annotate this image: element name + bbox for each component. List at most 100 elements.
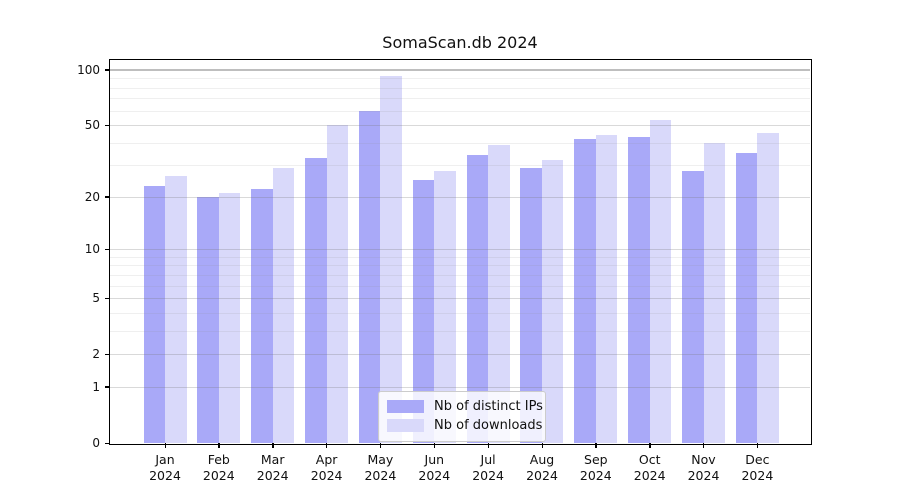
- bar-jan-downloads: [165, 176, 187, 443]
- x-tick-label-dec: Dec 2024: [727, 452, 787, 484]
- bar-mar-downloads: [272, 167, 295, 443]
- month-label: Jun: [424, 452, 445, 467]
- month-label: May: [367, 452, 394, 467]
- year-label: 2024: [418, 468, 451, 483]
- year-label: 2024: [526, 468, 558, 483]
- y-tick-label-1: 1: [92, 379, 100, 394]
- x-tick-label-jul: Jul 2024: [458, 452, 518, 484]
- y-tick-5: [105, 297, 110, 299]
- minor-gridline-6: [110, 285, 810, 287]
- y-tick-20: [105, 196, 110, 198]
- bar-oct-distinct-ips: [628, 136, 650, 443]
- y-tick-1: [105, 386, 110, 388]
- y-tick-2: [105, 353, 110, 356]
- x-tick-sep: [595, 443, 597, 448]
- major-gridline-1: [110, 386, 810, 388]
- legend-swatch-distinct-ips: [387, 400, 424, 413]
- x-tick-feb: [218, 443, 220, 448]
- x-tick-label-apr: Apr 2024: [297, 452, 357, 484]
- y-tick-label-0: 0: [92, 436, 100, 450]
- legend-item-downloads: Nb of downloads: [387, 416, 542, 435]
- year-label: 2024: [741, 468, 774, 483]
- bar-jun-downloads: [434, 170, 456, 443]
- x-tick-aug: [541, 443, 543, 448]
- legend-label-downloads: Nb of downloads: [434, 418, 543, 433]
- bar-may-distinct-ips: [358, 110, 381, 443]
- month-label: Jan: [155, 452, 175, 467]
- y-tick-100: [105, 69, 110, 71]
- month-label: Dec: [745, 452, 770, 467]
- x-tick-label-jun: Jun 2024: [404, 452, 464, 484]
- x-tick-label-aug: Aug 2024: [512, 452, 572, 484]
- bar-mar-distinct-ips: [251, 189, 273, 443]
- bar-feb-distinct-ips: [197, 196, 219, 443]
- y-tick-50: [105, 124, 110, 126]
- month-label: Apr: [315, 452, 338, 467]
- bar-sep-downloads: [595, 135, 618, 443]
- x-tick-label-sep: Sep 2024: [566, 452, 626, 484]
- year-label: 2024: [149, 468, 181, 483]
- bar-nov-downloads: [703, 142, 725, 443]
- year-label: 2024: [202, 468, 235, 483]
- x-tick-may: [379, 443, 382, 448]
- bar-aug-distinct-ips: [520, 167, 542, 443]
- month-label: Mar: [260, 452, 285, 467]
- minor-gridline-80: [110, 87, 810, 89]
- x-tick-nov: [703, 443, 705, 448]
- major-gridline-100: [110, 68, 810, 71]
- bar-jul-downloads: [488, 144, 510, 443]
- x-tick-label-feb: Feb 2024: [189, 452, 249, 484]
- bar-nov-distinct-ips: [682, 170, 704, 443]
- x-tick-label-mar: Mar 2024: [243, 452, 303, 484]
- y-tick-0: [105, 442, 110, 444]
- bar-oct-downloads: [649, 120, 672, 443]
- x-tick-label-may: May 2024: [350, 452, 410, 484]
- year-label: 2024: [579, 468, 612, 483]
- minor-gridline-3: [110, 330, 810, 332]
- month-label: Aug: [529, 452, 555, 467]
- bar-jan-distinct-ips: [143, 186, 165, 443]
- major-gridline-10: [110, 249, 810, 251]
- x-tick-apr: [326, 443, 328, 448]
- year-label: 2024: [472, 468, 504, 483]
- year-label: 2024: [633, 468, 666, 483]
- x-tick-label-nov: Nov 2024: [674, 452, 734, 484]
- year-label: 2024: [687, 468, 720, 483]
- month-label: Nov: [691, 452, 716, 467]
- year-label: 2024: [364, 468, 397, 483]
- major-gridline-20: [110, 196, 810, 198]
- chart-title: SomaScan.db 2024: [382, 33, 538, 52]
- minor-gridline-70: [110, 98, 810, 100]
- minor-gridline-9: [110, 256, 810, 258]
- y-tick-label-50: 50: [84, 118, 100, 132]
- year-label: 2024: [310, 468, 343, 483]
- major-gridline-5: [110, 298, 810, 300]
- bar-sep-distinct-ips: [574, 138, 596, 443]
- bar-apr-distinct-ips: [305, 157, 327, 443]
- bar-apr-downloads: [326, 125, 349, 443]
- x-tick-jun: [433, 443, 436, 448]
- x-tick-dec: [756, 443, 759, 448]
- x-tick-oct: [649, 443, 651, 448]
- minor-gridline-30: [110, 165, 810, 167]
- bar-feb-downloads: [218, 193, 241, 443]
- minor-gridline-8: [110, 265, 810, 267]
- x-tick-mar: [272, 443, 274, 448]
- legend-item-distinct-ips: Nb of distinct IPs: [387, 397, 543, 416]
- minor-gridline-4: [110, 312, 810, 314]
- x-tick-jan: [164, 443, 166, 448]
- y-tick-label-5: 5: [92, 291, 100, 306]
- major-gridline-2: [110, 354, 810, 356]
- x-tick-label-oct: Oct 2024: [620, 452, 680, 484]
- minor-gridline-7: [110, 274, 810, 276]
- bar-aug-downloads: [541, 160, 564, 443]
- minor-gridline-90: [110, 78, 810, 80]
- legend: Nb of distinct IPs Nb of downloads: [378, 391, 546, 442]
- month-label: Sep: [584, 452, 608, 467]
- year-label: 2024: [256, 468, 289, 483]
- minor-gridline-40: [110, 142, 810, 144]
- bar-may-downloads: [380, 75, 402, 443]
- month-label: Jul: [480, 452, 496, 467]
- x-tick-label-jan: Jan 2024: [135, 452, 195, 484]
